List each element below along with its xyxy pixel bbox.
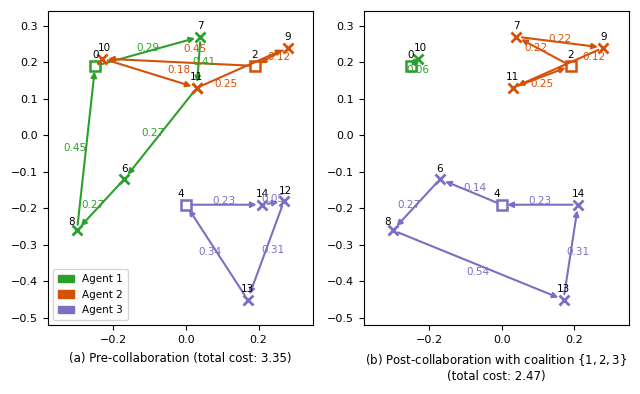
Text: 7: 7 <box>197 21 204 31</box>
X-axis label: (b) Post-collaboration with coalition $\{1,2,3\}$
(total cost: 2.47): (b) Post-collaboration with coalition $\… <box>365 352 627 383</box>
Text: 0: 0 <box>408 50 414 60</box>
Text: 9: 9 <box>600 32 607 42</box>
Text: 0.05: 0.05 <box>262 194 285 204</box>
Text: 0.14: 0.14 <box>463 183 486 193</box>
Text: 0.29: 0.29 <box>136 43 159 53</box>
Text: 10: 10 <box>413 43 427 53</box>
Text: 13: 13 <box>557 284 570 294</box>
Text: 9: 9 <box>284 32 291 42</box>
Text: 10: 10 <box>98 43 111 53</box>
Text: 0: 0 <box>92 50 99 60</box>
Text: 13: 13 <box>241 284 254 294</box>
X-axis label: (a) Pre-collaboration (total cost: 3.35): (a) Pre-collaboration (total cost: 3.35) <box>69 352 292 365</box>
Text: 8: 8 <box>68 217 75 227</box>
Text: 4: 4 <box>493 189 500 199</box>
Text: 7: 7 <box>513 21 520 31</box>
Text: 0.54: 0.54 <box>467 267 490 277</box>
Text: 0.45: 0.45 <box>184 45 207 54</box>
Text: 8: 8 <box>384 217 390 227</box>
Text: 0.18: 0.18 <box>167 65 190 74</box>
Text: 11: 11 <box>190 72 204 82</box>
Text: 0.27: 0.27 <box>397 200 420 210</box>
Text: 2: 2 <box>252 50 259 60</box>
Text: 0.06: 0.06 <box>407 65 430 74</box>
Text: 14: 14 <box>255 189 269 199</box>
Text: 12: 12 <box>279 186 292 195</box>
Text: 0.25: 0.25 <box>530 79 554 89</box>
Text: 0.31: 0.31 <box>262 245 285 255</box>
Text: 0.23: 0.23 <box>212 196 236 206</box>
Text: 0.22: 0.22 <box>548 33 572 43</box>
Text: 0.45: 0.45 <box>63 143 87 153</box>
Text: 2: 2 <box>568 50 574 60</box>
Text: 0.22: 0.22 <box>525 43 548 53</box>
Text: 0.23: 0.23 <box>529 196 552 206</box>
Text: 0.12: 0.12 <box>267 52 290 62</box>
Text: 6: 6 <box>436 164 444 174</box>
Legend: Agent 1, Agent 2, Agent 3: Agent 1, Agent 2, Agent 3 <box>53 269 128 320</box>
Text: 0.27: 0.27 <box>141 128 165 139</box>
Text: 0.31: 0.31 <box>566 247 589 257</box>
Text: 0.34: 0.34 <box>198 247 221 257</box>
Text: 6: 6 <box>121 164 127 174</box>
Text: 11: 11 <box>506 72 519 82</box>
Text: 0.12: 0.12 <box>583 52 606 62</box>
Text: 14: 14 <box>572 189 585 199</box>
Text: 0.41: 0.41 <box>193 57 216 67</box>
Text: 4: 4 <box>177 189 184 199</box>
Text: 0.27: 0.27 <box>82 200 105 210</box>
Text: 0.25: 0.25 <box>214 79 237 89</box>
